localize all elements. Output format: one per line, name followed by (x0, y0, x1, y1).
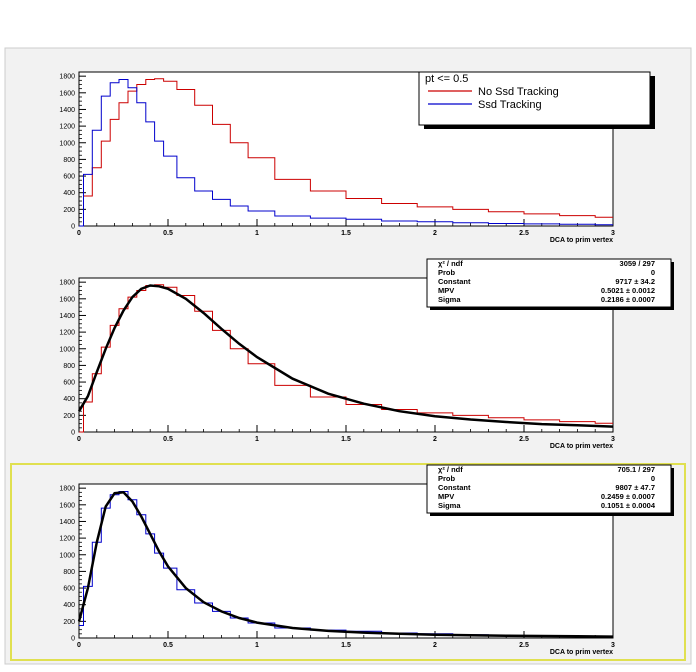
x-tick-label: 1 (255, 230, 259, 237)
stats-label: Prob (438, 474, 456, 483)
y-tick-label: 600 (63, 380, 75, 387)
stats-value: 0 (651, 268, 655, 277)
fit-curve (77, 284, 614, 428)
stats-frame (426, 258, 672, 308)
y-tick-label: 1600 (59, 296, 75, 303)
y-tick-label: 1400 (59, 519, 75, 526)
stats-value: 0.2186 ± 0.0007 (601, 295, 655, 304)
x-tick-label: 2.5 (519, 436, 529, 443)
legend-frame (418, 71, 651, 126)
y-tick-label: 1000 (59, 140, 75, 147)
stats-value: 705.1 / 297 (617, 465, 655, 474)
y-tick-label: 200 (63, 413, 75, 420)
x-axis-label: DCA to prim vertex (550, 649, 613, 656)
y-tick-label: 1200 (59, 330, 75, 337)
x-tick-label: 3 (611, 436, 615, 443)
stats-value: 0.2459 ± 0.0007 (601, 492, 655, 501)
y-tick-label: 1200 (59, 124, 75, 131)
legend-label-no-ssd: No Ssd Tracking (478, 86, 559, 98)
stats-value: 0.1051 ± 0.0004 (601, 501, 656, 510)
y-tick-label: 800 (63, 569, 75, 576)
y-tick-label: 1800 (59, 486, 75, 493)
x-tick-label: 2 (433, 642, 437, 649)
x-tick-label: 0.5 (163, 642, 173, 649)
y-tick-label: 400 (63, 396, 75, 403)
y-tick-label: 200 (63, 207, 75, 214)
x-tick-label: 1.5 (341, 642, 351, 649)
series-line-ssd-tracking (79, 79, 613, 227)
x-tick-label: 3 (611, 230, 615, 237)
y-tick-label: 1200 (59, 536, 75, 543)
stats-value: 0.5021 ± 0.0012 (601, 286, 655, 295)
stats-frame (426, 464, 672, 514)
y-tick-label: 1400 (59, 313, 75, 320)
x-tick-label: 1 (255, 436, 259, 443)
y-tick-label: 800 (63, 363, 75, 370)
stats-value: 3059 / 297 (620, 259, 655, 268)
y-tick-label: 200 (63, 619, 75, 626)
stats-label: MPV (438, 286, 454, 295)
y-tick-label: 0 (71, 224, 75, 231)
y-tick-label: 1800 (59, 280, 75, 287)
stats-rows: χ² / ndf 705.1 / 297 Prob 0 Constant 9807 ± 4… (438, 465, 656, 510)
pad-middle[interactable]: 0 200 400 600 800 1000 1200 1400 1600 1800 0 0.5 1 1.… (8, 256, 688, 452)
fit-curve (77, 490, 614, 638)
stats-label: χ² / ndf (438, 259, 463, 268)
x-tick-label: 0 (77, 230, 81, 237)
stats-value: 9717 ± 34.2 (615, 277, 655, 286)
stats-label: MPV (438, 492, 454, 501)
x-tick-label: 0 (77, 436, 81, 443)
legend-label-ssd: Ssd Tracking (478, 99, 542, 111)
stats-label: Sigma (438, 295, 461, 304)
legend-box[interactable]: pt <= 0.5 No Ssd Tracking Ssd Tracking (418, 71, 655, 129)
y-tick-label: 600 (63, 586, 75, 593)
x-tick-label: 1.5 (341, 436, 351, 443)
x-tick-label: 1 (255, 642, 259, 649)
stats-label: Constant (438, 483, 471, 492)
x-tick-label: 2.5 (519, 642, 529, 649)
y-tick-label: 0 (71, 430, 75, 437)
x-tick-label: 1.5 (341, 230, 351, 237)
y-tick-label: 400 (63, 190, 75, 197)
stats-label: Constant (438, 277, 471, 286)
y-tick-label: 1600 (59, 502, 75, 509)
x-tick-label: 0.5 (163, 230, 173, 237)
y-tick-label: 800 (63, 157, 75, 164)
stats-value: 9807 ± 47.7 (615, 483, 655, 492)
stats-box-bottom[interactable]: χ² / ndf 705.1 / 297 Prob 0 Constant 9807 ± 4… (426, 464, 674, 516)
x-tick-label: 3 (611, 642, 615, 649)
x-tick-label: 2.5 (519, 230, 529, 237)
y-tick-label: 1800 (59, 74, 75, 81)
x-tick-label: 2 (433, 230, 437, 237)
y-tick-label: 1000 (59, 552, 75, 559)
y-tick-label: 0 (71, 636, 75, 643)
legend-title: pt <= 0.5 (425, 73, 468, 85)
series-line-no-ssd-tracking (79, 78, 613, 227)
y-tick-label: 1400 (59, 107, 75, 114)
x-axis-label: DCA to prim vertex (550, 237, 613, 244)
stats-label: χ² / ndf (438, 465, 463, 474)
stats-box-middle[interactable]: χ² / ndf 3059 / 297 Prob 0 Constant 9717 ± 34… (426, 258, 674, 310)
x-axis-label: DCA to prim vertex (550, 443, 613, 450)
x-tick-label: 0.5 (163, 436, 173, 443)
y-tick-label: 400 (63, 602, 75, 609)
x-tick-label: 0 (77, 642, 81, 649)
stats-rows: χ² / ndf 3059 / 297 Prob 0 Constant 9717 ± 34… (438, 259, 655, 304)
stats-label: Prob (438, 268, 456, 277)
y-tick-label: 1000 (59, 346, 75, 353)
y-tick-label: 1600 (59, 90, 75, 97)
pad-bottom[interactable]: 0 200 400 600 800 1000 1200 1400 1600 1800 0 0.5 1 1.… (10, 463, 686, 661)
stats-value: 0 (651, 474, 655, 483)
stats-label: Sigma (438, 501, 461, 510)
x-tick-label: 2 (433, 436, 437, 443)
pad-top[interactable]: 0 200 400 600 800 1000 1200 1400 1600 1800 0 0.5 1 1.… (8, 52, 688, 246)
y-tick-label: 600 (63, 174, 75, 181)
